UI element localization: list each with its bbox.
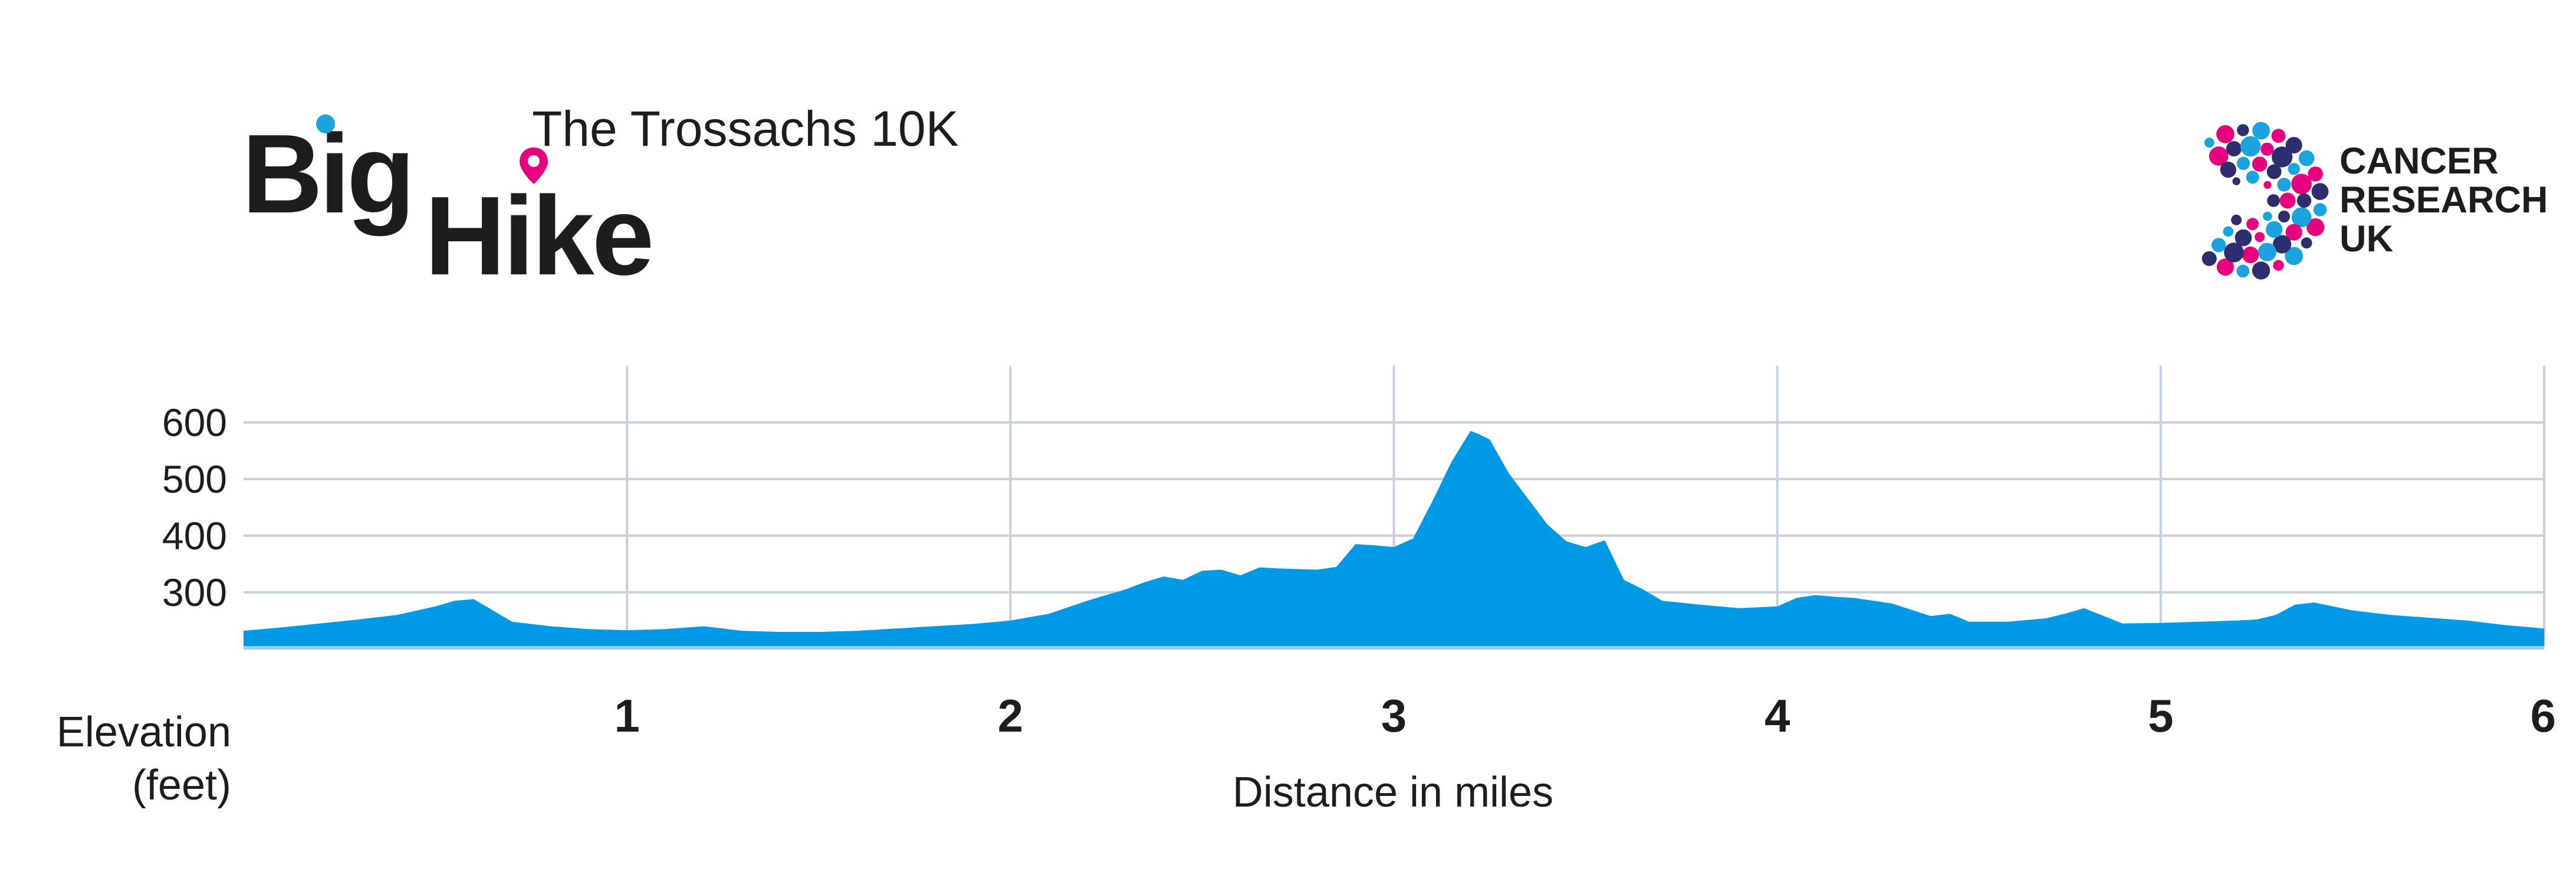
logo-dot bbox=[2209, 146, 2229, 166]
x-tick-label-4: 4 bbox=[1765, 690, 1790, 742]
logo-dot bbox=[2202, 251, 2217, 266]
logo-dot bbox=[2240, 136, 2261, 157]
y-tick-label-600: 600 bbox=[162, 401, 227, 444]
logo-dot bbox=[2301, 237, 2312, 249]
logo-dot bbox=[2216, 258, 2234, 276]
logo-dot bbox=[2279, 192, 2296, 209]
logo-dot bbox=[2273, 235, 2292, 254]
logo-dot bbox=[2273, 260, 2284, 271]
logo-dot-icon bbox=[316, 114, 335, 133]
logo-dot bbox=[2285, 137, 2302, 154]
logo-dot bbox=[2313, 203, 2327, 217]
logo-dot bbox=[2252, 156, 2268, 172]
map-pin-icon bbox=[520, 148, 548, 184]
x-tick-label-1: 1 bbox=[614, 690, 639, 742]
logo-dot bbox=[2311, 183, 2329, 200]
cancer-research-uk-logo-icon bbox=[2202, 122, 2329, 280]
logo-dot bbox=[2288, 163, 2300, 175]
x-axis-ticks: 1 2 3 4 5 6 bbox=[614, 690, 2556, 742]
logo-dot bbox=[2291, 173, 2312, 195]
logo-dot bbox=[2285, 224, 2302, 241]
logo-dot bbox=[2204, 137, 2214, 148]
logo-dot bbox=[2226, 141, 2242, 157]
logo-dot bbox=[2236, 156, 2250, 171]
logo-dot bbox=[2246, 218, 2259, 231]
y-tick-label-400: 400 bbox=[162, 514, 227, 558]
logo-dot bbox=[2277, 178, 2291, 192]
sponsor-line-3: UK bbox=[2340, 218, 2393, 260]
logo-dot bbox=[2224, 242, 2244, 263]
logo-dot bbox=[2263, 211, 2272, 221]
logo-dot bbox=[2296, 193, 2312, 208]
logo-dot bbox=[2236, 264, 2250, 278]
big-hike-logo: Big Hike bbox=[242, 112, 654, 289]
logo-dot bbox=[2285, 247, 2304, 266]
x-tick-label-5: 5 bbox=[2148, 690, 2173, 742]
logo-dot bbox=[2291, 207, 2312, 227]
y-axis-ticks: 300 400 500 600 bbox=[162, 401, 227, 614]
y-tick-label-300: 300 bbox=[162, 571, 227, 614]
logo-dot bbox=[2266, 221, 2283, 238]
x-tick-label-3: 3 bbox=[1381, 690, 1407, 742]
logo-dot bbox=[2272, 146, 2293, 168]
logo-dot bbox=[2252, 122, 2270, 140]
logo-dot bbox=[2237, 124, 2249, 136]
logo-dot bbox=[2242, 246, 2259, 264]
logo-word-hike: Hike bbox=[425, 173, 652, 289]
x-tick-label-6: 6 bbox=[2531, 690, 2556, 742]
elevation-area bbox=[244, 431, 2544, 646]
logo-dot bbox=[2298, 150, 2315, 166]
logo-dot bbox=[2246, 171, 2259, 184]
sponsor-line-2: RESEARCH bbox=[2340, 179, 2548, 221]
logo-dot bbox=[2260, 142, 2274, 156]
sponsor-name: CANCER RESEARCH UK bbox=[2340, 142, 2548, 258]
logo-dot bbox=[2212, 238, 2226, 253]
logo-dot bbox=[2306, 218, 2325, 237]
y-axis-title-line-1: Elevation bbox=[57, 709, 231, 756]
logo-dot bbox=[2252, 261, 2271, 280]
logo-dot bbox=[2266, 164, 2282, 179]
logo-dot bbox=[2271, 129, 2286, 143]
logo-dot bbox=[2258, 242, 2276, 261]
y-tick-label-500: 500 bbox=[162, 457, 227, 501]
logo-dot bbox=[2216, 125, 2235, 143]
logo-dot bbox=[2232, 177, 2240, 185]
logo-dot bbox=[2223, 226, 2234, 237]
route-title: The Trossachs 10K bbox=[532, 101, 959, 156]
x-tick-label-2: 2 bbox=[998, 690, 1023, 742]
logo-dot bbox=[2255, 232, 2265, 242]
y-axis-title-line-2: (feet) bbox=[132, 762, 231, 809]
x-axis-title: Distance in miles bbox=[1233, 769, 1553, 816]
logo-dot bbox=[2231, 214, 2242, 225]
sponsor-line-1: CANCER bbox=[2340, 140, 2499, 182]
logo-dot bbox=[2308, 166, 2323, 182]
logo-dot bbox=[2220, 161, 2236, 178]
logo-dot bbox=[2278, 210, 2291, 223]
logo-dot bbox=[2267, 194, 2280, 207]
logo-dot bbox=[2263, 181, 2272, 189]
logo-dot bbox=[2235, 229, 2252, 247]
